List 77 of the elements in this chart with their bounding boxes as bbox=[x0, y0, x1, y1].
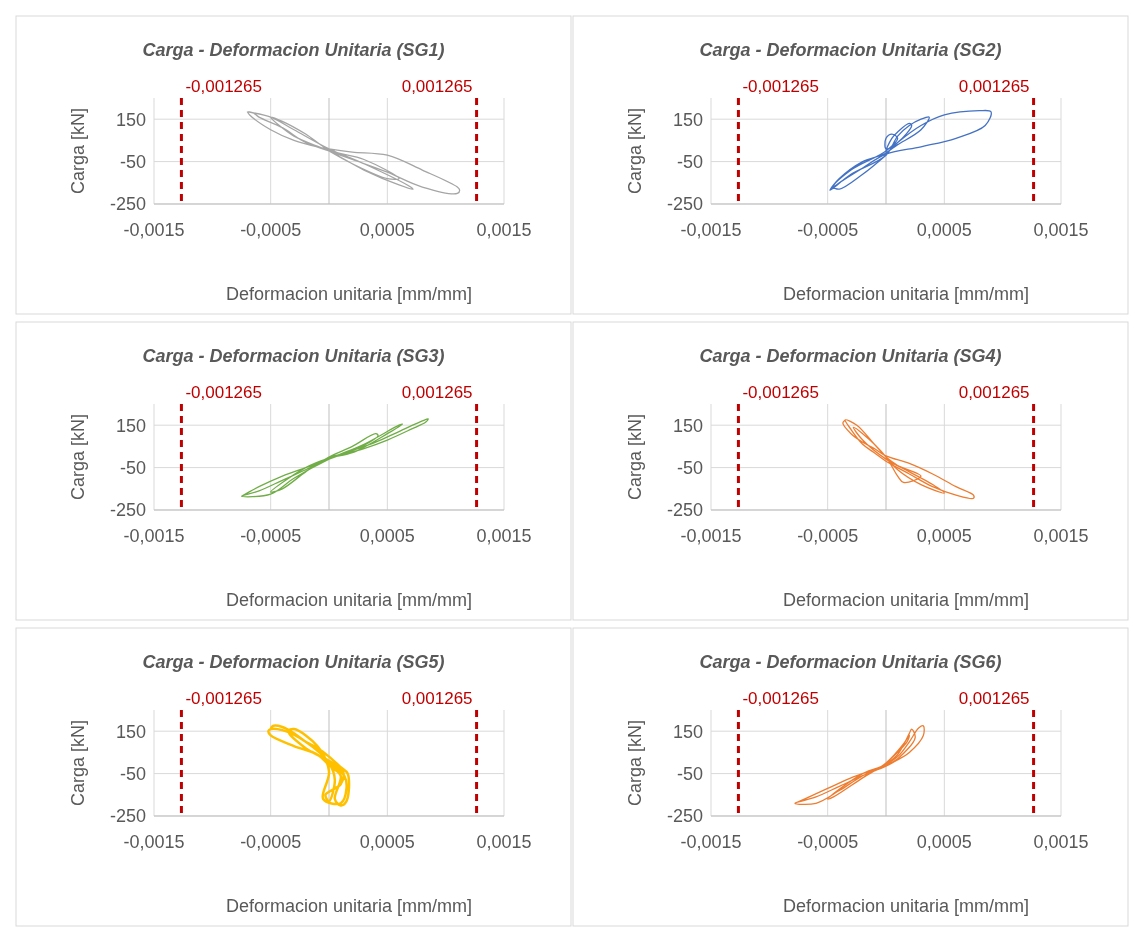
x-tick-label: 0,0005 bbox=[916, 526, 972, 546]
y-tick-label: 150 bbox=[672, 415, 703, 436]
line-series bbox=[794, 725, 925, 805]
y-axis-title: Carga [kN] bbox=[68, 107, 88, 195]
y-axis-title: Carga [kN] bbox=[625, 107, 645, 195]
x-axis-title: Deformacion unitaria [mm/mm] bbox=[225, 590, 473, 610]
x-tick-label: -0,0005 bbox=[240, 526, 302, 546]
x-tick-label: 0,0005 bbox=[916, 220, 972, 240]
y-tick-label: -250 bbox=[666, 806, 703, 827]
x-tick-label: 0,0015 bbox=[1033, 526, 1089, 546]
line-series bbox=[842, 419, 975, 500]
x-tick-label: -0,0015 bbox=[680, 832, 742, 852]
y-tick-label: 150 bbox=[115, 109, 146, 130]
x-tick-label: 0,0005 bbox=[359, 526, 415, 546]
x-tick-label: -0,0005 bbox=[240, 832, 302, 852]
x-axis-title: Deformacion unitaria [mm/mm] bbox=[782, 284, 1030, 304]
ref-line-label: 0,001265 bbox=[401, 383, 473, 402]
x-tick-label: 0,0015 bbox=[476, 832, 532, 852]
x-axis-title: Deformacion unitaria [mm/mm] bbox=[782, 590, 1030, 610]
ref-line-label: 0,001265 bbox=[958, 689, 1030, 708]
x-tick-label: -0,0005 bbox=[240, 220, 302, 240]
y-tick-label: 150 bbox=[115, 721, 146, 742]
chart-title: Carga - Deformacion Unitaria (SG1) bbox=[142, 40, 445, 60]
y-tick-label: -250 bbox=[666, 500, 703, 521]
x-axis-title: Deformacion unitaria [mm/mm] bbox=[225, 284, 473, 304]
y-axis-title: Carga [kN] bbox=[625, 413, 645, 501]
y-tick-label: -50 bbox=[676, 151, 703, 172]
x-axis-title: Deformacion unitaria [mm/mm] bbox=[782, 896, 1030, 916]
ref-line-label: 0,001265 bbox=[401, 689, 473, 708]
chart-title: Carga - Deformacion Unitaria (SG5) bbox=[142, 652, 445, 672]
x-tick-label: 0,0015 bbox=[1033, 832, 1089, 852]
x-tick-label: -0,0015 bbox=[123, 832, 185, 852]
x-axis-title: Deformacion unitaria [mm/mm] bbox=[225, 896, 473, 916]
y-tick-label: -50 bbox=[119, 457, 146, 478]
y-tick-label: -250 bbox=[109, 500, 146, 521]
y-axis-title: Carga [kN] bbox=[68, 719, 88, 807]
x-tick-label: -0,0015 bbox=[123, 220, 185, 240]
ref-line-label: 0,001265 bbox=[958, 77, 1030, 96]
x-tick-label: -0,0005 bbox=[797, 220, 859, 240]
y-axis-title: Carga [kN] bbox=[68, 413, 88, 501]
ref-line-label: -0,001265 bbox=[742, 383, 819, 402]
y-tick-label: -250 bbox=[666, 194, 703, 215]
ref-line-label: 0,001265 bbox=[958, 383, 1030, 402]
x-tick-label: -0,0005 bbox=[797, 832, 859, 852]
x-tick-label: 0,0015 bbox=[476, 526, 532, 546]
x-tick-label: -0,0015 bbox=[123, 526, 185, 546]
y-tick-label: -50 bbox=[676, 457, 703, 478]
ref-line-label: -0,001265 bbox=[185, 689, 262, 708]
ref-line-label: -0,001265 bbox=[742, 77, 819, 96]
ref-line-label: -0,001265 bbox=[185, 383, 262, 402]
ref-line-label: -0,001265 bbox=[742, 689, 819, 708]
chart-title: Carga - Deformacion Unitaria (SG2) bbox=[699, 40, 1002, 60]
x-tick-label: 0,0015 bbox=[476, 220, 532, 240]
x-tick-label: 0,0005 bbox=[916, 832, 972, 852]
x-tick-label: -0,0005 bbox=[797, 526, 859, 546]
x-tick-label: -0,0015 bbox=[680, 220, 742, 240]
y-axis-title: Carga [kN] bbox=[625, 719, 645, 807]
chart-title: Carga - Deformacion Unitaria (SG3) bbox=[142, 346, 445, 366]
y-tick-label: 150 bbox=[672, 721, 703, 742]
ref-line-label: -0,001265 bbox=[185, 77, 262, 96]
x-tick-label: 0,0005 bbox=[359, 220, 415, 240]
y-tick-label: -50 bbox=[676, 763, 703, 784]
line-series bbox=[246, 111, 461, 195]
chart-title: Carga - Deformacion Unitaria (SG6) bbox=[699, 652, 1002, 672]
x-tick-label: 0,0015 bbox=[1033, 220, 1089, 240]
ref-line-label: 0,001265 bbox=[401, 77, 473, 96]
x-tick-label: 0,0005 bbox=[359, 832, 415, 852]
y-tick-label: 150 bbox=[672, 109, 703, 130]
x-tick-label: -0,0015 bbox=[680, 526, 742, 546]
y-tick-label: 150 bbox=[115, 415, 146, 436]
line-series bbox=[829, 109, 992, 191]
y-tick-label: -250 bbox=[109, 194, 146, 215]
y-tick-label: -50 bbox=[119, 151, 146, 172]
y-tick-label: -50 bbox=[119, 763, 146, 784]
line-series bbox=[240, 418, 429, 498]
chart-title: Carga - Deformacion Unitaria (SG4) bbox=[699, 346, 1002, 366]
y-tick-label: -250 bbox=[109, 806, 146, 827]
